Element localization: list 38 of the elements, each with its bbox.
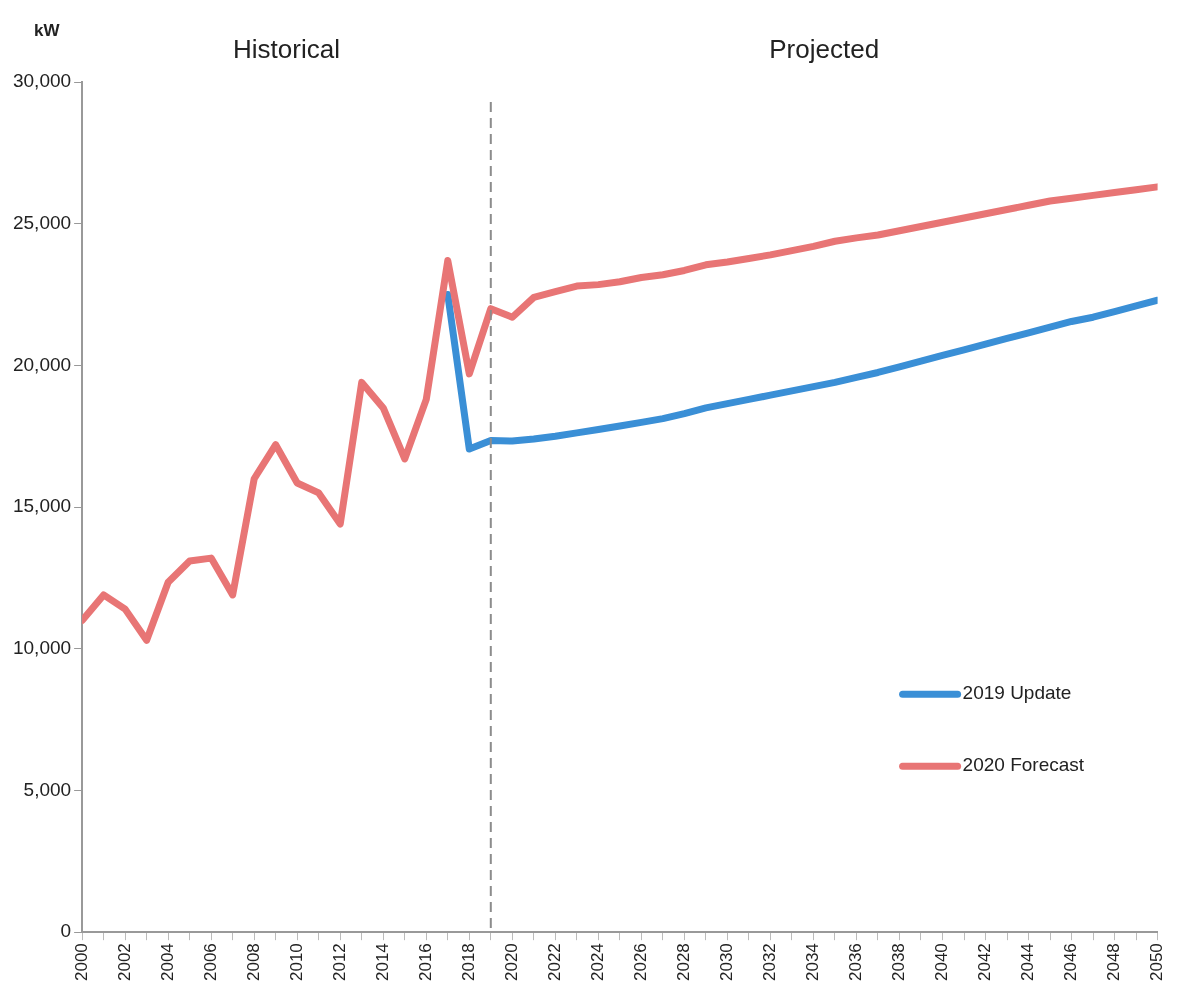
x-tick-label: 2008 bbox=[243, 943, 263, 982]
y-tick-label: 20,000 bbox=[12, 353, 72, 375]
x-tick-label: 2018 bbox=[458, 943, 478, 982]
y-axis-title: kW bbox=[34, 21, 61, 41]
x-tick-label: 2022 bbox=[545, 943, 565, 982]
y-tick-label: 25,000 bbox=[12, 211, 72, 233]
y-tick-label: 30,000 bbox=[12, 70, 72, 92]
x-tick-label: 2010 bbox=[286, 943, 306, 982]
y-tick-label: 15,000 bbox=[12, 495, 72, 517]
x-tick-label: 2004 bbox=[157, 943, 177, 982]
x-tick-label: 2012 bbox=[329, 943, 349, 982]
legend-label: 2020 Forecast bbox=[962, 754, 1085, 776]
x-tick-label: 2038 bbox=[889, 943, 909, 982]
x-tick-label: 2034 bbox=[803, 943, 823, 982]
legend-label: 2019 Update bbox=[962, 682, 1072, 704]
y-tick-label: 5,000 bbox=[23, 778, 72, 800]
x-tick-label: 2024 bbox=[588, 943, 608, 982]
y-tick-label: 0 bbox=[60, 920, 72, 942]
x-tick-label: 2040 bbox=[932, 943, 952, 982]
x-tick-label: 2000 bbox=[71, 943, 91, 982]
x-tick-label: 2028 bbox=[674, 943, 694, 982]
x-tick-label: 2032 bbox=[760, 943, 780, 982]
x-tick-label: 2006 bbox=[200, 943, 220, 982]
x-tick-label: 2042 bbox=[975, 943, 995, 982]
text: Historical bbox=[232, 34, 340, 65]
x-tick-label: 2016 bbox=[415, 943, 435, 982]
x-tick-label: 2050 bbox=[1147, 943, 1167, 982]
x-tick-label: 2046 bbox=[1061, 943, 1081, 982]
x-tick-label: 2044 bbox=[1018, 943, 1038, 982]
x-tick-label: 2036 bbox=[846, 943, 866, 982]
x-tick-label: 2014 bbox=[372, 943, 392, 982]
x-tick-label: 2002 bbox=[114, 943, 134, 982]
x-tick-label: 2026 bbox=[631, 943, 651, 982]
y-tick-label: 10,000 bbox=[12, 637, 72, 659]
x-tick-label: 2020 bbox=[502, 943, 521, 982]
text: Projected bbox=[769, 34, 880, 65]
x-tick-label: 2048 bbox=[1104, 943, 1124, 982]
x-tick-label: 2030 bbox=[717, 943, 737, 982]
